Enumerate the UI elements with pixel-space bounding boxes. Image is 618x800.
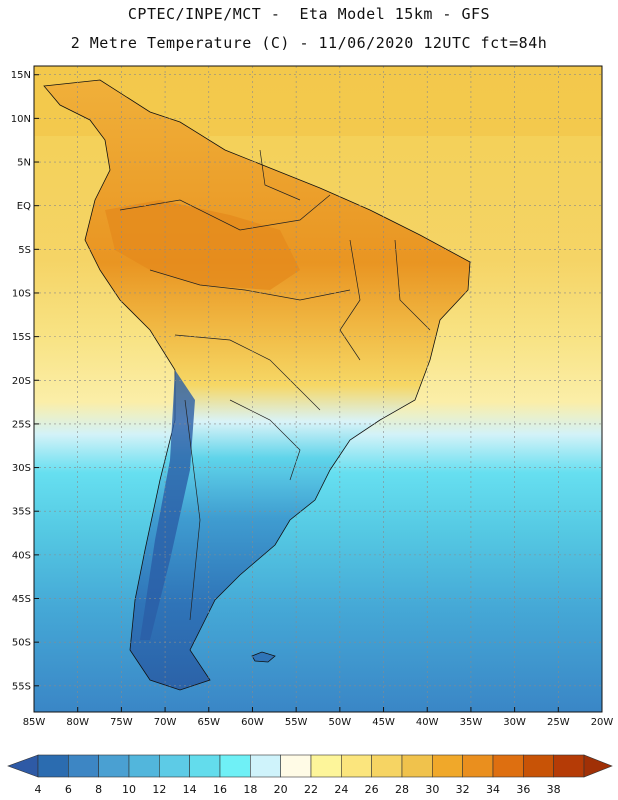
lon-tick-label: 40W bbox=[416, 717, 439, 728]
lat-tick-label: 35S bbox=[12, 507, 31, 518]
longitude-axis: 85W 80W 75W 70W 65W 60W 55W 50W 45W 40W 35W 30W 25W 2… bbox=[23, 707, 614, 728]
colorbar-label: 30 bbox=[425, 783, 439, 796]
lat-tick-label: 5S bbox=[18, 245, 31, 256]
lon-tick-label: 60W bbox=[241, 717, 264, 728]
lat-tick-label: 10N bbox=[11, 114, 31, 125]
map-title-line1: CPTEC/INPE/MCT - Eta Model 15km - GFS bbox=[127, 5, 491, 23]
lon-tick-label: 65W bbox=[197, 717, 220, 728]
colorbar-swatch bbox=[492, 754, 524, 778]
colorbar-label: 16 bbox=[213, 783, 227, 796]
lon-tick-label: 75W bbox=[110, 717, 133, 728]
lat-tick-label: EQ bbox=[17, 201, 31, 212]
colorbar-swatch bbox=[401, 754, 433, 778]
colorbar-swatch bbox=[341, 754, 372, 778]
colorbar-label: 34 bbox=[486, 783, 500, 796]
colorbar-swatch bbox=[98, 754, 130, 778]
colorbar-swatch bbox=[371, 754, 403, 778]
colorbar-label: 8 bbox=[95, 783, 102, 796]
colorbar-swatch bbox=[432, 754, 463, 778]
colorbar-label: 4 bbox=[35, 783, 42, 796]
colorbar-label: 6 bbox=[65, 783, 72, 796]
lat-tick-label: 15S bbox=[12, 332, 31, 343]
lon-tick-label: 50W bbox=[329, 717, 352, 728]
colorbar-label: 38 bbox=[547, 783, 561, 796]
colorbar-swatch bbox=[37, 754, 69, 778]
lat-tick-label: 5N bbox=[17, 158, 31, 169]
lon-tick-label: 55W bbox=[285, 717, 308, 728]
colorbar-label: 18 bbox=[243, 783, 257, 796]
lat-tick-label: 20S bbox=[12, 376, 31, 387]
country-borders bbox=[119, 149, 431, 621]
lon-tick-label: 70W bbox=[154, 717, 177, 728]
lon-tick-label: 85W bbox=[23, 717, 46, 728]
colorbar-swatch bbox=[462, 754, 494, 778]
map-frame bbox=[33, 65, 603, 713]
colorbar-label: 10 bbox=[122, 783, 136, 796]
colorbar-swatch bbox=[219, 754, 251, 778]
map-title-line2: 2 Metre Temperature (C) - 11/06/2020 12U… bbox=[70, 34, 548, 52]
lat-tick-label: 15N bbox=[11, 70, 31, 81]
colorbar-under-arrow bbox=[7, 754, 39, 778]
colorbar-swatch bbox=[159, 754, 190, 778]
colorbar-label: 22 bbox=[304, 783, 318, 796]
lat-tick-label: 30S bbox=[12, 463, 31, 474]
colorbar-label: 28 bbox=[395, 783, 409, 796]
colorbar-swatch bbox=[310, 754, 342, 778]
colorbar-label: 20 bbox=[274, 783, 288, 796]
colorbar-swatch bbox=[68, 754, 99, 778]
lon-tick-label: 80W bbox=[66, 717, 89, 728]
colorbar-label: 14 bbox=[183, 783, 197, 796]
colorbar-swatch bbox=[250, 754, 281, 778]
lon-tick-label: 45W bbox=[372, 717, 395, 728]
colorbar-label: 12 bbox=[152, 783, 166, 796]
colorbar-swatch bbox=[189, 754, 221, 778]
colorbar-label: 32 bbox=[456, 783, 470, 796]
lat-tick-label: 25S bbox=[12, 419, 31, 430]
andes-cold-strip bbox=[140, 370, 195, 640]
colorbar-label: 26 bbox=[365, 783, 379, 796]
lat-tick-label: 50S bbox=[12, 638, 31, 649]
colorbar-swatch bbox=[523, 754, 554, 778]
colorbar-swatch bbox=[128, 754, 160, 778]
temperature-colorbar: 4 6 8 10 12 14 16 18 20 22 24 26 28 30 32 34 36 38 bbox=[7, 754, 613, 796]
lat-tick-label: 55S bbox=[12, 681, 31, 692]
lat-tick-label: 40S bbox=[12, 550, 31, 561]
colorbar-label: 24 bbox=[334, 783, 348, 796]
latitude-axis: 15N 10N 5N EQ 5S 10S 15S 20S 25S 30S 35S 40S 45S 50S 5… bbox=[11, 70, 39, 692]
lon-tick-label: 35W bbox=[460, 717, 483, 728]
colorbar-swatch bbox=[553, 754, 585, 778]
lon-tick-label: 20W bbox=[591, 717, 614, 728]
lat-tick-label: 10S bbox=[12, 288, 31, 299]
lat-tick-label: 45S bbox=[12, 594, 31, 605]
amazon-hot-region bbox=[105, 200, 300, 290]
lon-tick-label: 30W bbox=[503, 717, 526, 728]
colorbar-label: 36 bbox=[516, 783, 530, 796]
colorbar-over-arrow bbox=[583, 754, 613, 778]
lon-tick-label: 25W bbox=[547, 717, 570, 728]
colorbar-swatch bbox=[280, 754, 312, 778]
falkland-islands bbox=[251, 651, 276, 663]
